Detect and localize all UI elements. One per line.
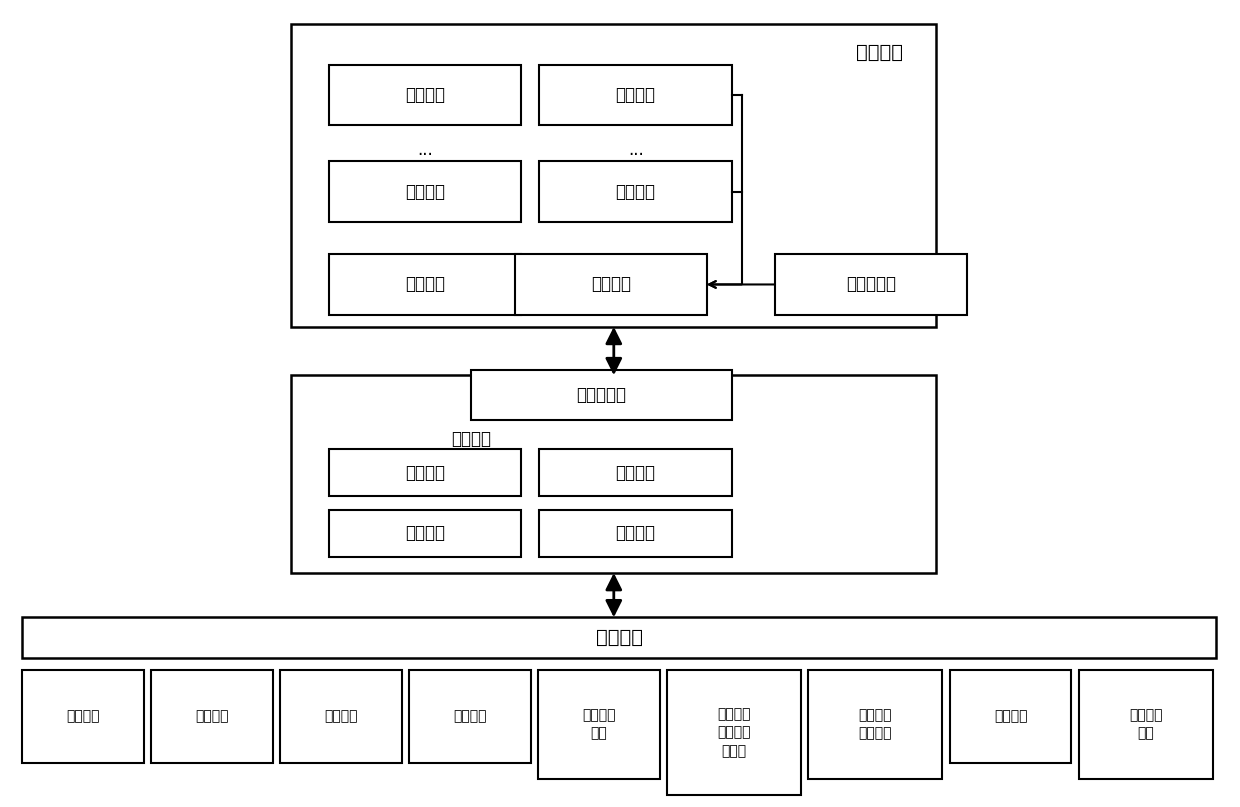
Text: 设备升级
改造管理: 设备升级 改造管理: [858, 708, 893, 741]
Text: 专项设备
及仓库精
准管理: 专项设备 及仓库精 准管理: [717, 707, 751, 758]
Text: 统计数据: 统计数据: [404, 525, 445, 542]
Text: 技术档案: 技术档案: [453, 709, 487, 723]
Text: 监控设备: 监控设备: [615, 182, 656, 201]
Bar: [22, 617, 1216, 658]
Bar: [539, 65, 732, 125]
Text: 台账管理: 台账管理: [66, 709, 100, 723]
Bar: [409, 670, 531, 763]
Bar: [329, 449, 521, 496]
Bar: [515, 254, 707, 315]
Bar: [539, 510, 732, 557]
Bar: [538, 670, 660, 779]
Bar: [775, 254, 967, 315]
Bar: [329, 65, 521, 125]
Bar: [667, 670, 801, 795]
Text: 固定资产
管理: 固定资产 管理: [582, 708, 616, 741]
Bar: [329, 510, 521, 557]
Text: ···: ···: [629, 146, 644, 164]
Text: 移动终端: 移动终端: [404, 86, 445, 104]
Text: 应用终端: 应用终端: [856, 43, 903, 62]
Text: 移动终端: 移动终端: [404, 275, 445, 294]
Bar: [151, 670, 273, 763]
Bar: [22, 670, 144, 763]
Bar: [471, 370, 732, 420]
Text: 设备运行
监控: 设备运行 监控: [1128, 708, 1163, 741]
Bar: [291, 375, 936, 573]
Text: 事务数据: 事务数据: [615, 464, 656, 482]
Bar: [950, 670, 1071, 763]
Bar: [1079, 670, 1213, 779]
Text: 决策数据: 决策数据: [615, 525, 656, 542]
Text: 数据中心: 数据中心: [451, 430, 491, 448]
Bar: [329, 254, 521, 315]
Bar: [539, 161, 732, 222]
Text: 维修管理: 维修管理: [195, 709, 229, 723]
Text: 管理平台: 管理平台: [596, 628, 642, 647]
Text: 基础数据: 基础数据: [404, 464, 445, 482]
Bar: [329, 161, 521, 222]
Text: 监控设备: 监控设备: [615, 86, 656, 104]
Text: 备件管理: 备件管理: [324, 709, 358, 723]
Text: 知识管理: 知识管理: [993, 709, 1028, 723]
Bar: [291, 24, 936, 327]
Text: ···: ···: [418, 146, 433, 164]
Bar: [808, 670, 942, 779]
Text: 移动终端: 移动终端: [404, 182, 445, 201]
Text: 智能巡检仪: 智能巡检仪: [846, 275, 897, 294]
Text: 数据服务器: 数据服务器: [577, 386, 626, 404]
Bar: [539, 449, 732, 496]
Text: 显示大屏: 显示大屏: [590, 275, 631, 294]
Bar: [280, 670, 402, 763]
